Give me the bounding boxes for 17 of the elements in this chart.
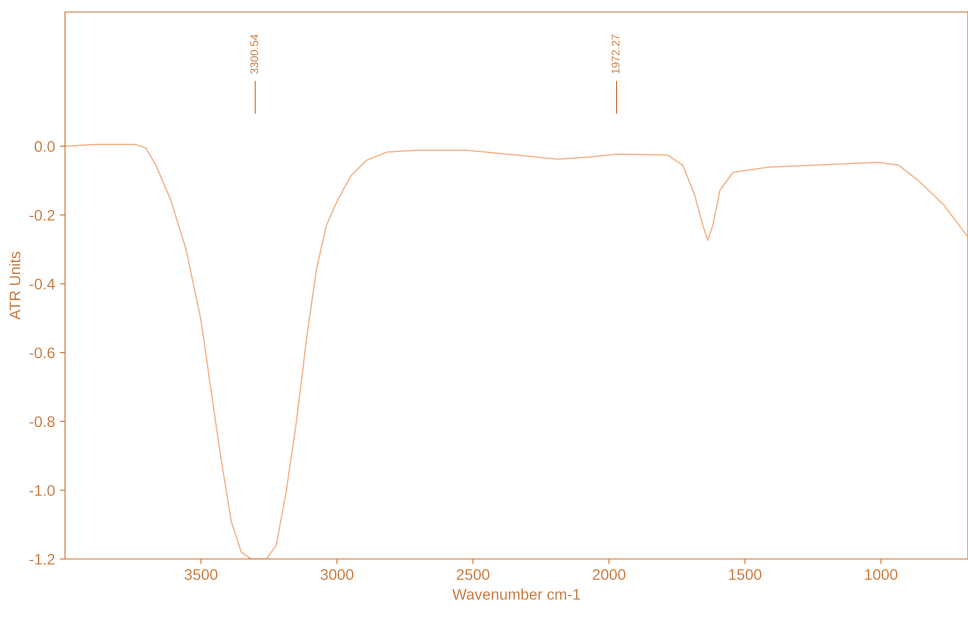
y-tick-label: -0.8 <box>30 416 55 428</box>
x-tick-label: 1000 <box>865 569 898 580</box>
y-axis-title: ATR Units <box>9 252 20 320</box>
y-tick-label: -0.6 <box>30 347 55 358</box>
x-tick-label: 2000 <box>592 569 626 580</box>
y-tick-label: -1.2 <box>30 554 55 565</box>
y-tick-label: 0.0 <box>34 141 55 152</box>
x-tick-label: 3500 <box>184 569 218 580</box>
x-tick-label: 3000 <box>320 569 354 580</box>
y-tick-label: -1.0 <box>30 485 55 496</box>
x-tick-label: 1500 <box>729 569 762 580</box>
x-axis-title: Wavenumber cm-1 <box>452 588 580 600</box>
annotation: 3300.54 <box>250 34 258 74</box>
y-tick-label: -0.4 <box>30 278 55 290</box>
y-tick-label: -0.2 <box>30 210 55 221</box>
x-tick-label: 2500 <box>456 569 490 580</box>
annotation: 1972.27 <box>612 34 620 74</box>
